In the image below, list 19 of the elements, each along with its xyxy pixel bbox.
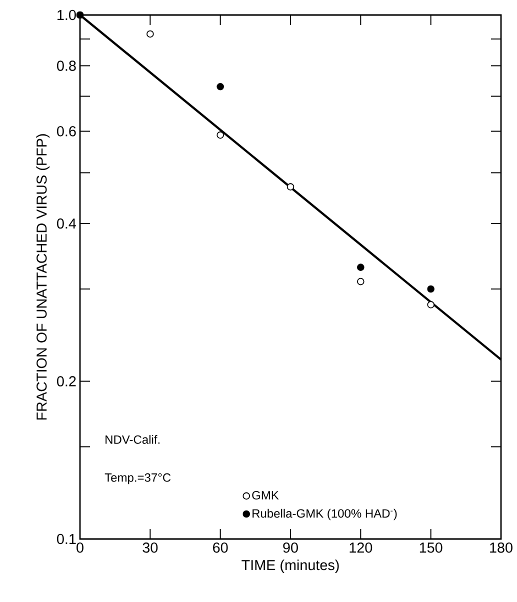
y-tick-label: 0.2 [57,376,76,386]
x-tick-label: 30 [142,542,158,553]
x-axis-title: TIME (minutes) [242,560,339,574]
y-tick-label: 0.8 [57,60,76,71]
legend-label: GMK [252,491,279,500]
x-tick-label: 60 [213,542,228,553]
y-tick-label: 0.4 [57,218,76,229]
x-tick-label: 150 [420,542,442,553]
legend-label: Rubella-GMK (100% HAD$^{-}$) [252,508,397,520]
y-tick-label: 0.1 [57,534,76,544]
annotation: NDV-Calif. [106,435,160,444]
x-tick-label: 180 [490,542,512,553]
y-tick-label: 0.6 [57,126,76,136]
annotation: Temp.=37°C [104,473,171,484]
y-tick-label: 1.0 [58,10,76,20]
y-axis-title: FRACTION OF UNATTACHED VIRUS (PFP) [36,134,50,420]
x-tick-label: 90 [283,542,298,553]
x-tick-label: 0 [76,542,84,553]
x-tick-label: 120 [350,542,372,553]
